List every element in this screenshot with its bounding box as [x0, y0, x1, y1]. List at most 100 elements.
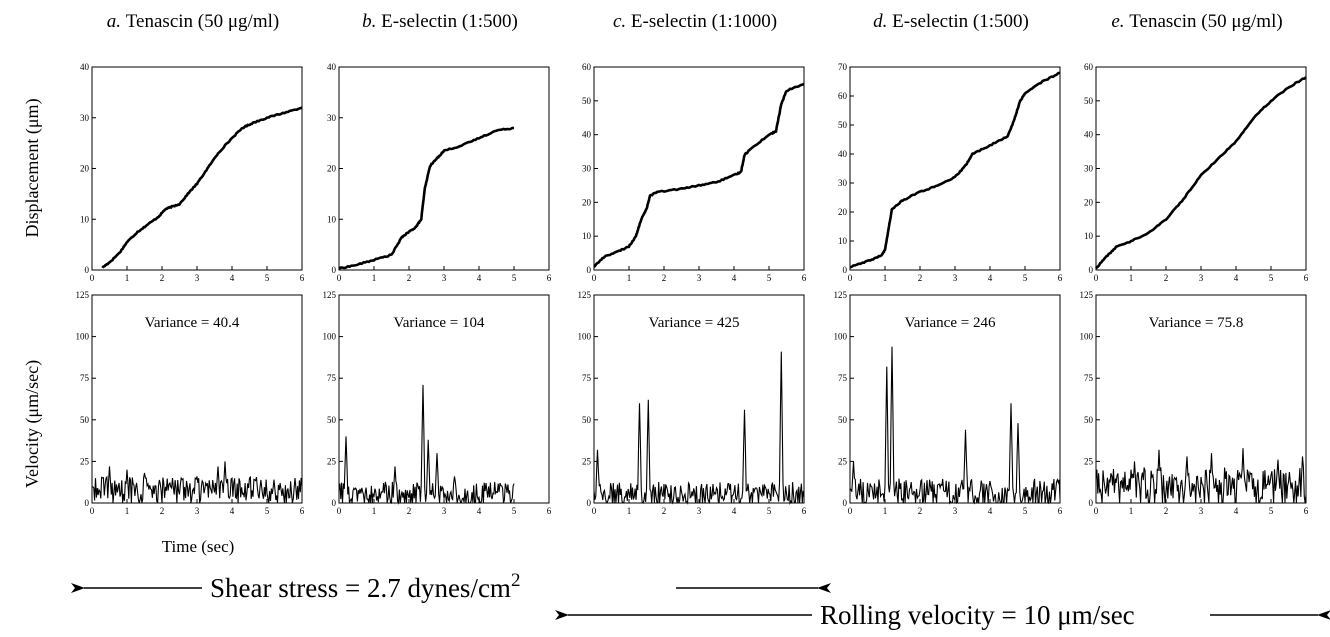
velocity-x-tick-label: 2 — [407, 506, 412, 516]
displacement-x-tick-label: 4 — [732, 273, 737, 283]
panel-title: d. E-selectin (1:500) — [873, 11, 1029, 32]
velocity-y-tick-label: 125 — [1080, 290, 1094, 300]
velocity-x-tick-label: 3 — [442, 506, 447, 516]
displacement-y-tick-label: 10 — [582, 231, 592, 241]
velocity-y-tick-label: 100 — [578, 332, 592, 342]
velocity-x-tick-label: 3 — [1199, 506, 1204, 516]
velocity-x-tick-label: 3 — [697, 506, 702, 516]
displacement-y-tick-label: 0 — [587, 265, 592, 275]
displacement-y-tick-label: 70 — [838, 62, 848, 72]
velocity-series-line — [1095, 448, 1307, 504]
velocity-x-tick-label: 2 — [160, 506, 165, 516]
displacement-y-tick-label: 50 — [1084, 96, 1094, 106]
displacement-y-tick-label: 10 — [1084, 231, 1094, 241]
displacement-x-tick-label: 1 — [372, 273, 377, 283]
displacement-x-tick-label: 0 — [337, 273, 342, 283]
velocity-x-tick-label: 1 — [883, 506, 888, 516]
displacement-series-line — [101, 106, 303, 269]
displacement-x-tick-label: 4 — [477, 273, 482, 283]
velocity-y-tick-label: 125 — [834, 290, 848, 300]
velocity-x-tick-label: 6 — [1304, 506, 1309, 516]
panel-title-text: E-selectin (1:500) — [381, 11, 518, 32]
displacement-y-tick-label: 10 — [838, 236, 848, 246]
panel-title-text: Tenascin (50 μg/ml) — [126, 11, 279, 32]
displacement-frame — [849, 66, 1061, 271]
velocity-y-tick-label: 0 — [1089, 498, 1094, 508]
velocity-x-tick-label: 4 — [1234, 506, 1239, 516]
displacement-x-tick-label: 4 — [230, 273, 235, 283]
panel-title: e. Tenascin (50 μg/ml) — [1111, 11, 1282, 32]
displacement-x-tick-label: 3 — [1199, 273, 1204, 283]
velocity-x-tick-label: 6 — [802, 506, 807, 516]
displacement-frame — [91, 66, 303, 271]
displacement-x-tick-label: 3 — [697, 273, 702, 283]
panel-title: c. E-selectin (1:1000) — [613, 11, 777, 32]
velocity-x-tick-label: 1 — [125, 506, 130, 516]
displacement-y-tick-label: 60 — [838, 91, 848, 101]
displacement-x-tick-label: 0 — [1094, 273, 1099, 283]
velocity-x-tick-label: 6 — [300, 506, 305, 516]
displacement-x-tick-label: 2 — [662, 273, 667, 283]
displacement-x-tick-label: 0 — [90, 273, 95, 283]
displacement-x-tick-label: 2 — [1164, 273, 1169, 283]
velocity-x-tick-label: 5 — [767, 506, 772, 516]
displacement-x-tick-label: 4 — [988, 273, 993, 283]
displacement-y-tick-label: 60 — [1084, 62, 1094, 72]
velocity-y-tick-label: 50 — [327, 415, 337, 425]
rolling-velocity-annotation: Rolling velocity = 10 μm/sec — [555, 600, 1330, 630]
velocity-axis-label: Velocity (μm/sec) — [22, 360, 43, 488]
velocity-y-tick-label: 75 — [582, 373, 592, 383]
displacement-y-tick-label: 10 — [80, 214, 90, 224]
velocity-x-tick-label: 0 — [90, 506, 95, 516]
panel-letter: b. — [362, 11, 381, 32]
velocity-x-tick-label: 5 — [1023, 506, 1028, 516]
variance-label: Variance = 104 — [394, 315, 485, 331]
variance-label: Variance = 40.4 — [145, 315, 240, 331]
displacement-x-tick-label: 1 — [1129, 273, 1134, 283]
displacement-x-tick-label: 3 — [953, 273, 958, 283]
displacement-x-tick-label: 5 — [767, 273, 772, 283]
displacement-x-tick-label: 5 — [265, 273, 270, 283]
panel-title-text: E-selectin (1:500) — [892, 11, 1029, 32]
velocity-x-tick-label: 1 — [372, 506, 377, 516]
velocity-series-line — [593, 351, 805, 506]
panel-d: d. E-selectin (1:500)0 1 2 3 4 5 6010203040506… — [834, 11, 1063, 516]
velocity-x-tick-label: 2 — [662, 506, 667, 516]
displacement-y-tick-label: 40 — [327, 62, 337, 72]
velocity-y-tick-label: 50 — [582, 415, 592, 425]
panel-letter: e. — [1111, 11, 1129, 32]
displacement-y-tick-label: 30 — [80, 113, 90, 123]
displacement-x-tick-label: 3 — [442, 273, 447, 283]
velocity-x-tick-label: 0 — [592, 506, 597, 516]
displacement-x-tick-label: 1 — [125, 273, 130, 283]
svg-text:Shear stress = 2.7 dynes/cm2: Shear stress = 2.7 dynes/cm2 — [210, 570, 520, 603]
velocity-x-tick-label: 6 — [547, 506, 552, 516]
displacement-frame — [593, 66, 805, 271]
velocity-y-tick-label: 75 — [327, 373, 337, 383]
displacement-series-line — [593, 82, 805, 268]
displacement-y-tick-label: 50 — [582, 96, 592, 106]
displacement-x-tick-label: 2 — [407, 273, 412, 283]
velocity-x-tick-label: 5 — [512, 506, 517, 516]
velocity-y-tick-label: 100 — [1080, 332, 1094, 342]
displacement-y-tick-label: 30 — [327, 113, 337, 123]
displacement-x-tick-label: 2 — [918, 273, 923, 283]
displacement-series-line — [1095, 76, 1307, 270]
displacement-y-tick-label: 60 — [582, 62, 592, 72]
displacement-series-line — [338, 126, 515, 270]
displacement-y-tick-label: 0 — [843, 265, 848, 275]
velocity-x-tick-label: 5 — [1269, 506, 1274, 516]
velocity-x-tick-label: 0 — [848, 506, 853, 516]
velocity-x-tick-label: 3 — [195, 506, 200, 516]
displacement-x-tick-label: 6 — [547, 273, 552, 283]
velocity-y-tick-label: 50 — [80, 415, 90, 425]
displacement-y-tick-label: 40 — [80, 62, 90, 72]
displacement-y-tick-label: 0 — [332, 265, 337, 275]
displacement-x-tick-label: 3 — [195, 273, 200, 283]
velocity-x-tick-label: 4 — [477, 506, 482, 516]
displacement-y-tick-label: 50 — [838, 120, 848, 130]
velocity-y-tick-label: 100 — [834, 332, 848, 342]
panel-title: a. Tenascin (50 μg/ml) — [107, 11, 279, 32]
